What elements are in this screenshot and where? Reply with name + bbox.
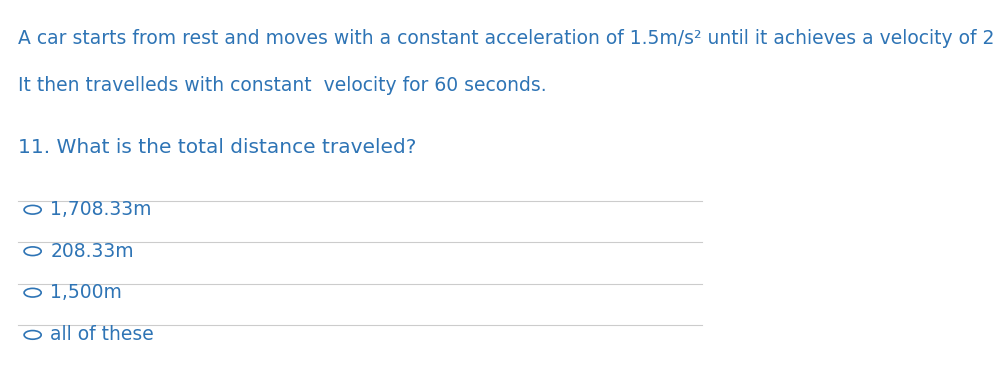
- Text: 1,708.33m: 1,708.33m: [51, 200, 152, 219]
- Text: 1,500m: 1,500m: [51, 283, 122, 302]
- Text: 208.33m: 208.33m: [51, 242, 134, 261]
- Text: 11. What is the total distance traveled?: 11. What is the total distance traveled?: [19, 138, 416, 156]
- Text: all of these: all of these: [51, 325, 154, 344]
- Text: It then travelleds with constant  velocity for 60 seconds.: It then travelleds with constant velocit…: [19, 76, 547, 95]
- Text: A car starts from rest and moves with a constant acceleration of 1.5m/s² until i: A car starts from rest and moves with a …: [19, 30, 994, 48]
